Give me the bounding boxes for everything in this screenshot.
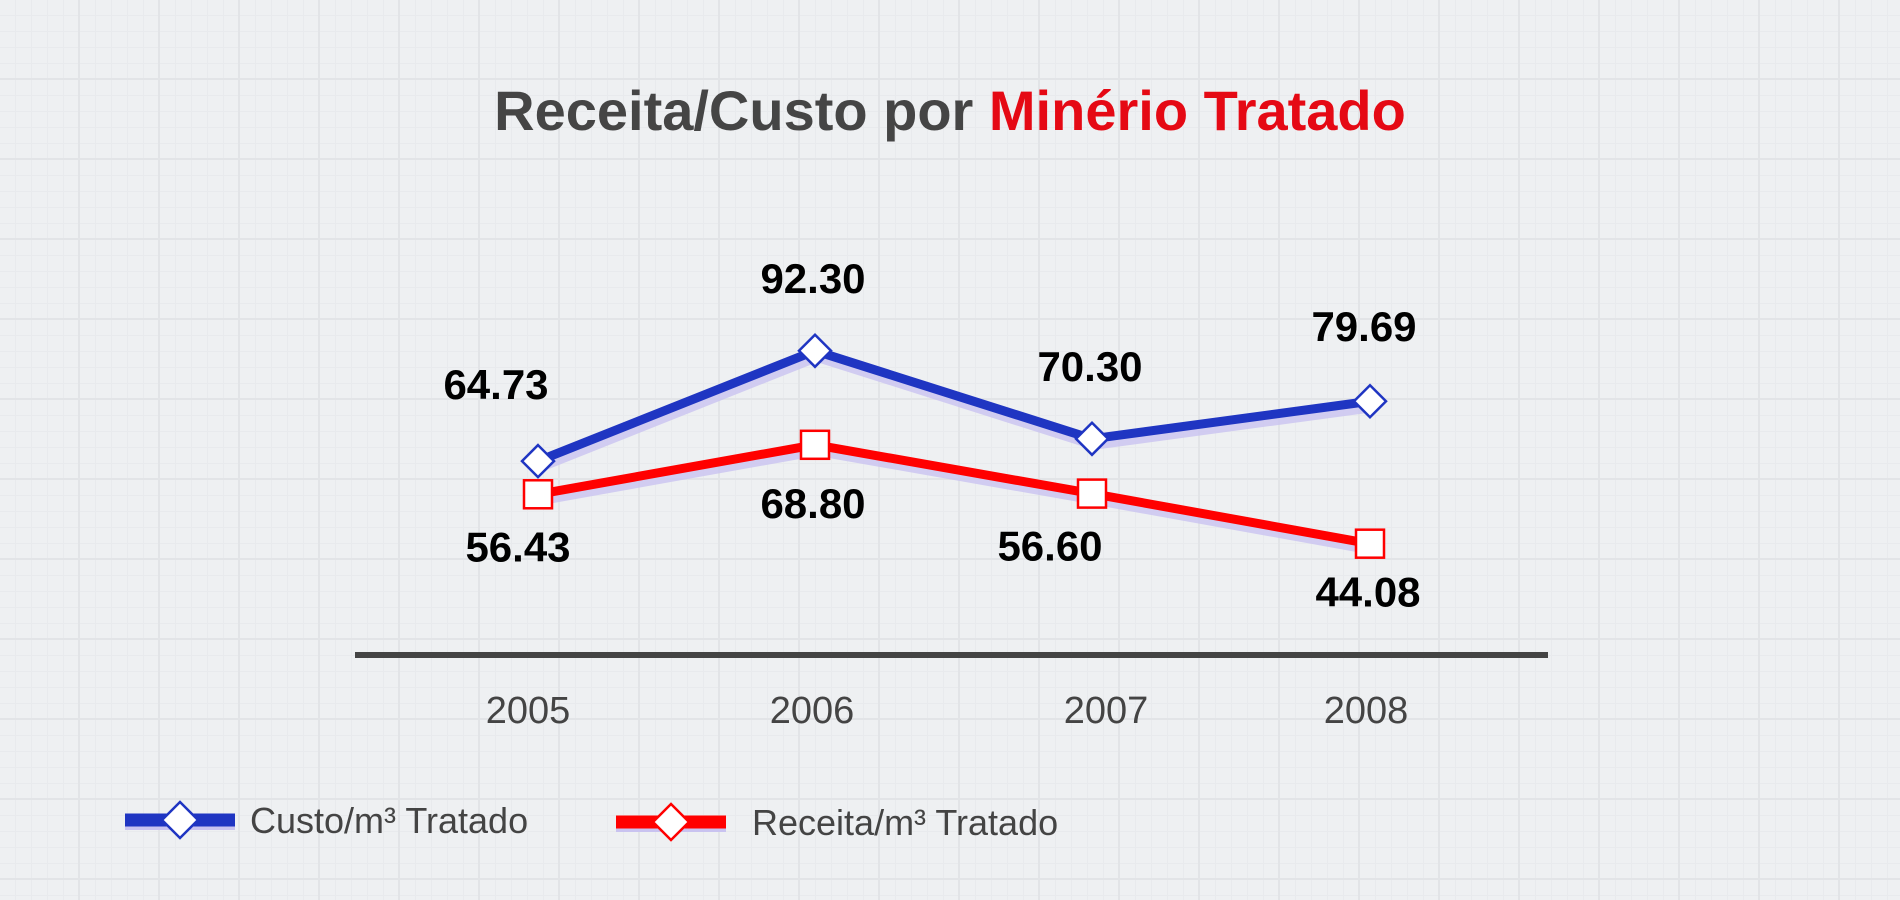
x-tick-label-2008: 2008	[1324, 690, 1409, 732]
series-0-line	[533, 346, 1375, 466]
chart-title-part2: Minério Tratado	[989, 79, 1406, 142]
series-1-data-label-3: 44.08	[1315, 569, 1420, 616]
chart-title: Receita/Custo por Minério Tratado	[494, 79, 1406, 142]
x-tick-labels: 2005 2006 2007 2008	[486, 690, 1409, 732]
series-layer: 64.73 92.30 70.30 79.69 56.43 68.80 56.60 44.08	[443, 255, 1420, 616]
series-1-point-0	[522, 479, 554, 510]
legend-label-0: Custo/m³ Tratado	[250, 800, 528, 841]
legend-marker-1	[651, 802, 691, 842]
legend: Custo/m³ Tratado Receita/m³ Tratado	[125, 800, 1058, 843]
series-0-point-0	[520, 443, 556, 479]
series-0-point-3	[1352, 383, 1388, 420]
series-1-line-shadow	[539, 445, 1373, 555]
series-1-point-3	[1354, 528, 1386, 559]
x-tick-label-2007: 2007	[1064, 690, 1149, 732]
series-0-data-label-2: 70.30	[1037, 343, 1142, 390]
series-0-point-1	[797, 333, 833, 369]
x-tick-label-2006: 2006	[770, 690, 855, 732]
x-tick-label-2005: 2005	[486, 690, 571, 732]
series-1-line	[533, 440, 1375, 549]
legend-marker-0	[160, 800, 200, 840]
series-0-data-label-0: 64.73	[443, 361, 548, 408]
series-1-data-label-1: 68.80	[760, 480, 865, 527]
series-1-point-2	[1076, 478, 1108, 509]
legend-label-1: Receita/m³ Tratado	[752, 802, 1058, 843]
chart-title-part1: Receita/Custo por	[494, 79, 989, 142]
series-1-point-1	[799, 429, 831, 461]
series-0-point-2	[1074, 421, 1110, 457]
series-1-data-label-2: 56.60	[997, 523, 1102, 570]
series-0-line-shadow	[538, 351, 1373, 472]
series-1-data-label-0: 56.43	[465, 523, 570, 570]
series-0-data-label-3: 79.69	[1311, 303, 1416, 350]
series-0-data-label-1: 92.30	[760, 255, 865, 302]
